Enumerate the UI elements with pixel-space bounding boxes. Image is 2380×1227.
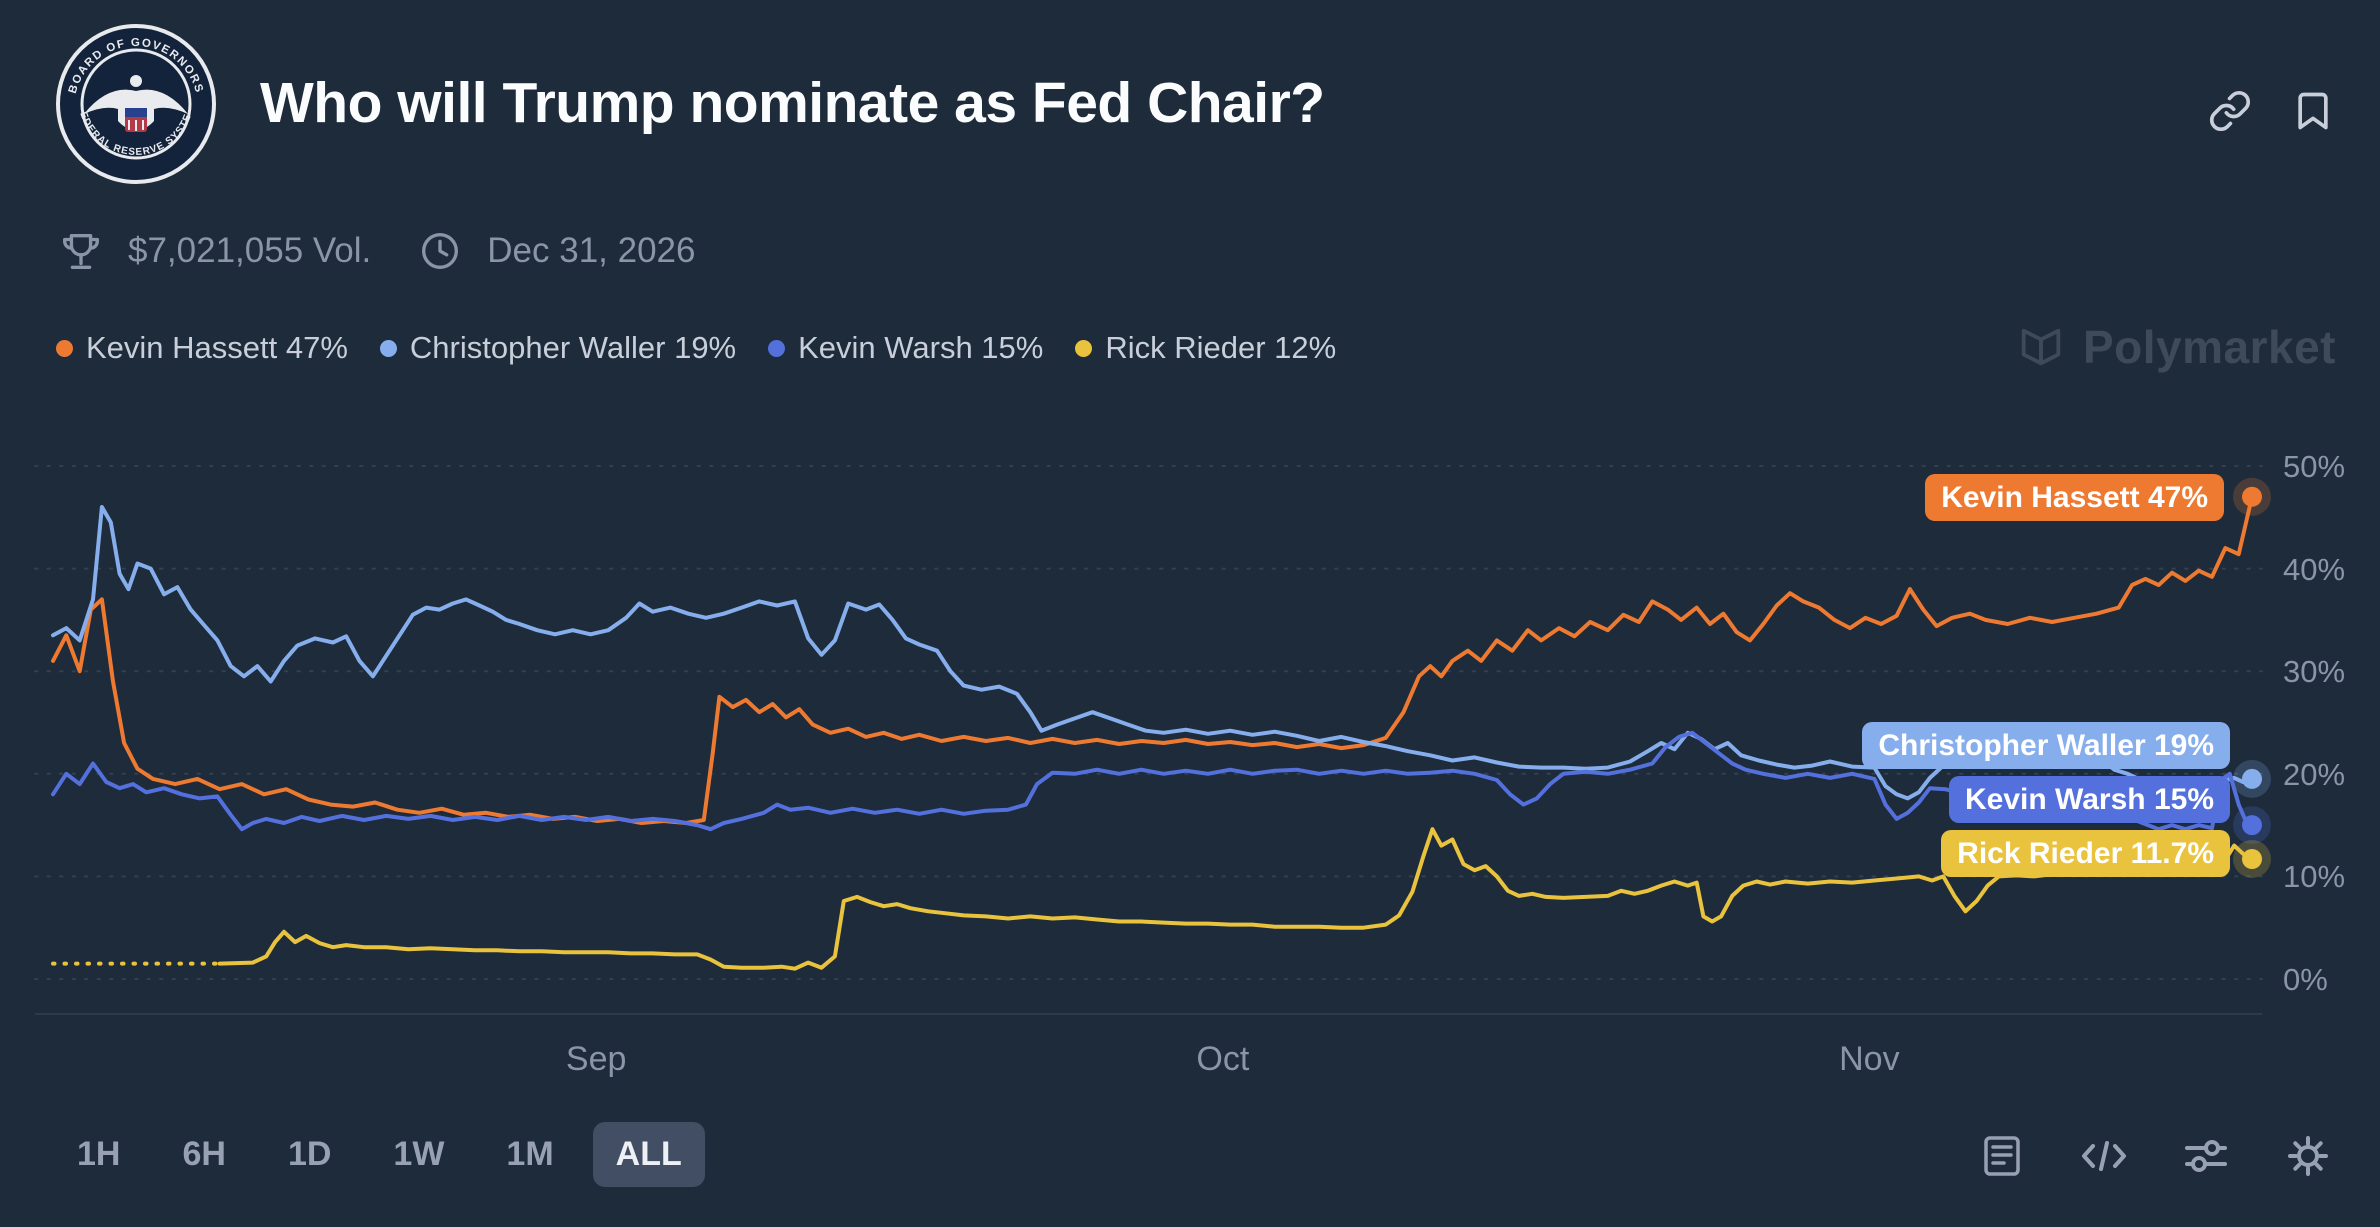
end-badge-christopher-waller: Christopher Waller 19%: [1862, 722, 2230, 769]
y-axis-label: 40%: [2283, 551, 2346, 587]
end-badge-kevin-hassett: Kevin Hassett 47%: [1925, 474, 2224, 521]
chart-canvas[interactable]: [0, 420, 2380, 1120]
gear-icon: [2288, 1136, 2328, 1176]
x-axis-label: Oct: [1196, 1040, 1250, 1078]
watermark-text: Polymarket: [2082, 321, 2336, 373]
timeframe-button-1d[interactable]: 1D: [265, 1122, 354, 1187]
embed-code-icon: [2082, 1141, 2126, 1171]
y-axis-label: 20%: [2283, 756, 2346, 792]
volume-text: $7,021,055 Vol.: [128, 231, 372, 270]
market-meta: $7,021,055 Vol. Dec 31, 2026: [58, 228, 696, 274]
y-axis-label: 50%: [2283, 449, 2346, 484]
settings-button[interactable]: [2282, 1130, 2334, 1182]
legend-item: Kevin Hassett 47%: [56, 330, 348, 366]
timeframe-button-1w[interactable]: 1W: [370, 1122, 467, 1187]
news-button[interactable]: [1976, 1130, 2028, 1182]
polymarket-logo-icon: [2021, 328, 2061, 366]
bookmark-icon: [2298, 92, 2328, 130]
legend-dot: [379, 339, 397, 357]
legend-item: Rick Rieder 12%: [1075, 330, 1336, 366]
market-title: Who will Trump nominate as Fed Chair?: [260, 71, 1325, 135]
legend-label: Rick Rieder 12%: [1105, 330, 1337, 365]
legend-item: Christopher Waller 19%: [379, 330, 737, 366]
legend-dot: [56, 339, 73, 357]
end-date-text: Dec 31, 2026: [487, 231, 696, 270]
legend-dot: [768, 339, 786, 357]
copy-link-button[interactable]: [2204, 85, 2256, 137]
legend-item: Kevin Warsh 15%: [768, 330, 1043, 366]
bookmark-button[interactable]: [2287, 85, 2339, 137]
clock-icon: [422, 233, 459, 269]
legend-dot: [1075, 339, 1093, 357]
legend-label: Kevin Hassett 47%: [86, 330, 348, 365]
legend-label: Kevin Warsh 15%: [798, 330, 1044, 365]
sliders-icon: [2185, 1140, 2227, 1172]
timeframe-button-1h[interactable]: 1H: [54, 1122, 143, 1187]
market-logo-fed-seal: BOARD OF GOVERNORS FEDERAL RESERVE SYSTE…: [51, 16, 216, 184]
timeframe-button-1m[interactable]: 1M: [483, 1122, 576, 1187]
trophy-icon: [63, 233, 99, 269]
end-badge-rick-rieder: Rick Rieder 11.7%: [1941, 830, 2230, 877]
chart-settings-button[interactable]: [2180, 1130, 2232, 1182]
x-axis-label: Sep: [565, 1040, 627, 1078]
link-icon: [2209, 90, 2251, 132]
polymarket-watermark: Polymarket: [2015, 320, 2336, 374]
legend-label: Christopher Waller 19%: [409, 330, 737, 365]
price-chart[interactable]: 50% 40% 30% 20% 10% 0% Sep Oct Nov Kevin Hasset…: [0, 420, 2380, 1120]
embed-code-button[interactable]: [2078, 1130, 2130, 1182]
end-badge-kevin-warsh: Kevin Warsh 15%: [1949, 776, 2230, 823]
chart-legend: Kevin Hassett 47% Christopher Waller 19% K…: [56, 330, 1336, 366]
timeframe-selector: 1H 6H 1D 1W 1M ALL: [54, 1122, 705, 1187]
y-axis-label: 0%: [2283, 962, 2328, 997]
news-icon: [1984, 1136, 2020, 1176]
timeframe-button-6h[interactable]: 6H: [159, 1122, 248, 1187]
x-axis-label: Nov: [1839, 1040, 1900, 1078]
y-axis-label: 30%: [2283, 654, 2346, 690]
y-axis-label: 10%: [2283, 859, 2346, 895]
timeframe-button-all[interactable]: ALL: [592, 1122, 705, 1187]
